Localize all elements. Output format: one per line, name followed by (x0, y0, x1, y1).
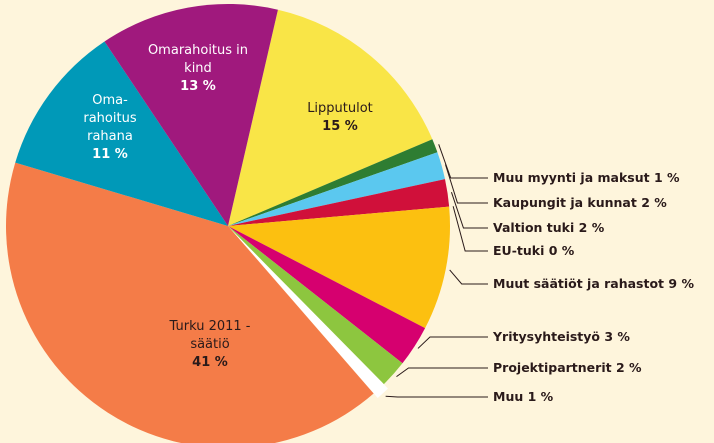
slice-value: 11 % (92, 147, 128, 162)
slice-name: Yritysyhteistyö (493, 329, 601, 344)
pie-slice (228, 139, 438, 226)
pie-slice (228, 9, 433, 226)
slice-name: Turku 2011 -säätiö (169, 319, 251, 352)
leader-line (417, 336, 488, 349)
slice-label: Muut säätiöt ja rahastot 9 % (493, 276, 694, 292)
pie-slice (232, 230, 388, 398)
slice-label: Oma-rahoitus rahana 11 % (70, 92, 150, 164)
slice-label: Turku 2011 -säätiö 41 % (155, 318, 265, 372)
slice-value: 1 % (653, 170, 680, 185)
leader-line (396, 367, 488, 378)
slice-value: 9 % (668, 276, 694, 291)
slice-name: Muu myynti ja maksut (493, 170, 650, 185)
leader-line (450, 192, 488, 229)
slice-name: EU-tuki (493, 243, 545, 258)
slice-name: Oma-rahoitus rahana (83, 93, 137, 144)
slice-value: 2 % (578, 220, 605, 235)
slice-label: Muu myynti ja maksut 1 % (493, 170, 680, 186)
slice-value: 0 % (548, 243, 575, 258)
pie-slice (228, 226, 426, 364)
pie-slice (228, 226, 403, 385)
slice-label: Projektipartnerit 2 % (493, 360, 642, 376)
leader-line (385, 395, 488, 398)
slice-name: Valtion tuki (493, 220, 575, 235)
slice-name: Projektipartnerit (493, 360, 612, 375)
slice-value: 3 % (604, 329, 630, 344)
slice-label: Valtion tuki 2 % (493, 220, 604, 236)
slice-label: EU-tuki 0 % (493, 243, 574, 259)
leader-line (449, 269, 488, 285)
pie-slice (228, 179, 450, 226)
pie-slice (228, 206, 450, 329)
slice-value: 2 % (615, 360, 642, 375)
leader-line (452, 206, 488, 252)
leader-line (438, 144, 488, 179)
slice-label: Yritysyhteistyö 3 % (493, 329, 630, 345)
pie-slice (15, 41, 229, 226)
slice-name: Muu (493, 389, 524, 404)
slice-value: 13 % (180, 79, 216, 94)
slice-name: Muut säätiöt ja rahastot (493, 276, 665, 291)
pie-slice (6, 162, 374, 443)
slice-value: 1 % (527, 389, 554, 404)
slice-value: 15 % (322, 119, 358, 134)
pie-slice (228, 152, 445, 226)
leader-line (444, 164, 488, 204)
slice-label: Omarahoitus in kind 13 % (143, 42, 253, 96)
slice-label: Muu 1 % (493, 389, 553, 405)
slice-label: Kaupungit ja kunnat 2 % (493, 195, 667, 211)
slice-name: Omarahoitus in kind (147, 43, 249, 76)
slice-label: Lipputulot 15 % (285, 100, 395, 136)
slice-value: 41 % (192, 355, 228, 370)
pie-slice (104, 3, 278, 227)
slice-name: Kaupungit ja kunnat (493, 195, 637, 210)
slice-name: Lipputulot (307, 101, 373, 116)
slice-value: 2 % (641, 195, 667, 210)
